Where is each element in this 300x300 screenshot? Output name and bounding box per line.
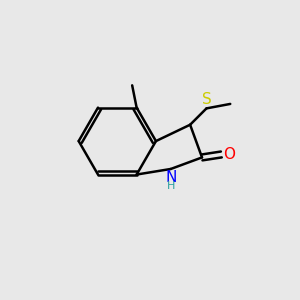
Text: N: N <box>165 170 176 185</box>
Text: S: S <box>202 92 211 107</box>
Text: O: O <box>223 147 235 162</box>
Text: H: H <box>167 182 176 191</box>
